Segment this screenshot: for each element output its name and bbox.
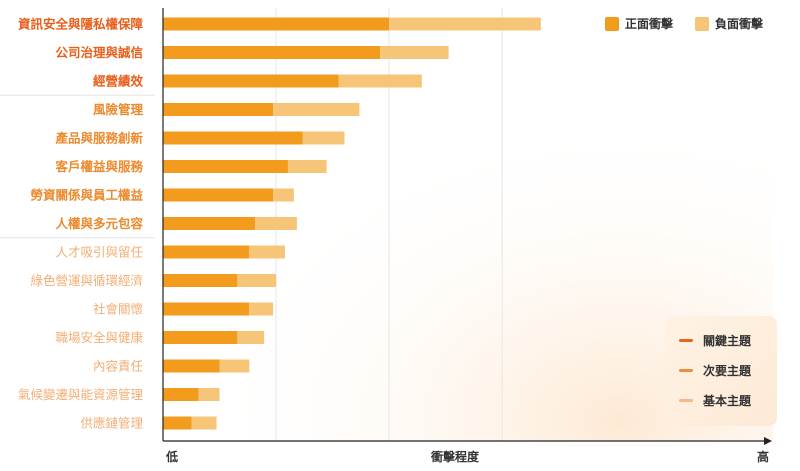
bar-positive <box>163 131 303 145</box>
x-axis-arrow <box>764 437 772 445</box>
category-label: 供應鏈管理 <box>80 416 143 431</box>
secondary-tier-line <box>679 369 693 372</box>
bar-positive <box>163 359 220 373</box>
bar-positive <box>163 274 238 287</box>
bar-positive <box>163 245 250 259</box>
bar-positive <box>163 17 390 31</box>
bar-negative <box>389 17 541 31</box>
bar-negative <box>380 46 449 59</box>
category-label: 氣候變遷與能資源管理 <box>18 387 144 402</box>
legend-basic-label: 基本主題 <box>703 394 752 408</box>
bar-positive <box>163 388 199 401</box>
bar-negative <box>273 188 294 202</box>
bar-negative <box>249 302 274 316</box>
category-label: 勞資關係與員工權益 <box>30 188 143 203</box>
category-label: 資訊安全與隱私權保障 <box>18 17 144 32</box>
category-label: 內容責任 <box>93 359 143 374</box>
bar-negative <box>302 131 345 145</box>
bar-positive <box>163 74 339 88</box>
bar-negative <box>338 74 422 88</box>
bar-negative <box>273 103 360 116</box>
bar-positive <box>163 46 381 59</box>
basic-tier-line <box>679 399 693 402</box>
category-label: 人權與多元包容 <box>55 216 143 231</box>
category-label: 產品與服務創新 <box>54 131 143 146</box>
bar-negative <box>287 160 327 173</box>
bar-positive <box>163 217 256 230</box>
legend-key-tier: 關鍵主題 <box>679 332 751 349</box>
bar-positive <box>163 416 192 430</box>
legend-negative: 負面衝擊 <box>695 15 763 32</box>
bar-negative <box>198 388 220 401</box>
legend-positive-label: 正面衝擊 <box>625 17 674 31</box>
category-label: 客戶權益與服務 <box>54 159 143 174</box>
legend-basic-tier: 基本主題 <box>679 392 751 409</box>
tier-legend: 關鍵主題 次要主題 基本主題 <box>665 316 777 426</box>
category-label: 職場安全與健康 <box>55 330 143 345</box>
legend-negative-label: 負面衝擊 <box>715 17 764 31</box>
positive-swatch <box>605 16 619 31</box>
category-label: 人才吸引與留任 <box>55 245 143 260</box>
negative-swatch <box>695 16 710 31</box>
bar-positive <box>163 188 274 202</box>
tier-separators <box>0 94 155 239</box>
category-label: 綠色營運與循環經濟 <box>30 273 143 288</box>
bar-negative <box>191 416 217 430</box>
bar-positive <box>163 331 238 344</box>
x-tick-low: 低 <box>165 449 178 464</box>
bar-positive <box>163 302 250 316</box>
category-label: 公司治理與誠信 <box>55 45 143 60</box>
bar-negative <box>237 331 265 344</box>
bar-negative <box>237 274 277 287</box>
bar-negative <box>249 245 285 259</box>
bar-negative <box>255 217 297 230</box>
bar-positive <box>163 160 288 173</box>
x-tick-high: 高 <box>757 449 769 464</box>
bar-positive <box>163 103 274 116</box>
category-label: 風險管理 <box>93 102 144 117</box>
legend-secondary-label: 次要主題 <box>703 364 752 378</box>
legend-secondary-tier: 次要主題 <box>679 362 751 379</box>
category-label: 經營績效 <box>93 74 144 89</box>
x-axis-label: 衝擊程度 <box>430 449 480 464</box>
legend-key-label: 關鍵主題 <box>703 334 752 348</box>
category-label: 社會關懷 <box>93 302 143 317</box>
series-legend: 正面衝擊 負面衝擊 <box>605 15 763 32</box>
bars <box>163 17 541 430</box>
legend-positive: 正面衝擊 <box>605 15 673 32</box>
bar-negative <box>219 359 250 373</box>
key-tier-line <box>679 339 693 342</box>
category-labels: 資訊安全與隱私權保障公司治理與誠信經營績效風險管理產品與服務創新客戶權益與服務勞… <box>18 17 144 431</box>
